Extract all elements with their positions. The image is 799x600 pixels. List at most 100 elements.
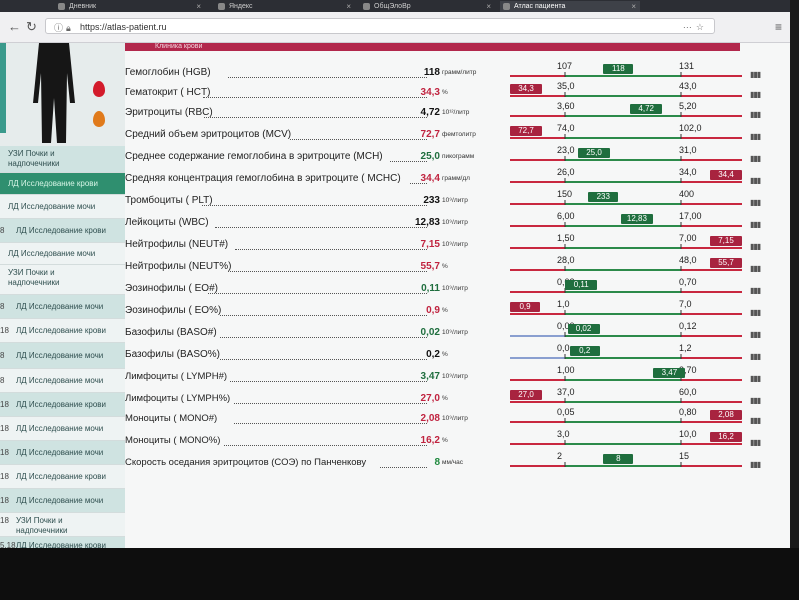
sidebar-item-label: ЛД Исследование мочи bbox=[16, 424, 104, 433]
sidebar-item[interactable]: УЗИ Почки и надпочечники bbox=[0, 146, 125, 173]
trend-chart-icon[interactable]: ▮▮▮ bbox=[750, 330, 761, 339]
leader-dots bbox=[390, 161, 427, 162]
range-min: 3,0 bbox=[557, 429, 570, 439]
analyte-value: 0,02 bbox=[420, 327, 440, 338]
url-text: https://atlas-patient.ru bbox=[80, 22, 167, 32]
info-icon[interactable]: ⓘ bbox=[54, 23, 64, 33]
analyte-value: 233 bbox=[423, 195, 440, 206]
analyte-value: 3,47 bbox=[420, 371, 440, 382]
sidebar-item[interactable]: 8 ЛД Исследование крови bbox=[0, 219, 125, 243]
analyte-value: 0,11 bbox=[421, 283, 440, 294]
trend-chart-icon[interactable]: ▮▮▮ bbox=[750, 154, 761, 163]
lab-results-panel: Клиника крови Гемоглобин (HGB) 118 грамм/л… bbox=[125, 43, 790, 548]
trend-chart-icon[interactable]: ▮▮▮ bbox=[750, 198, 761, 207]
tab-close-icon[interactable]: × bbox=[346, 2, 351, 11]
sidebar-item[interactable]: ЛД Исследование мочи bbox=[0, 195, 125, 219]
trend-chart-icon[interactable]: ▮▮▮ bbox=[750, 460, 761, 469]
analyte-unit: грамм/литр bbox=[442, 69, 477, 76]
leader-dots bbox=[410, 183, 427, 184]
monitor-bezel bbox=[0, 548, 799, 600]
trend-chart-icon[interactable]: ▮▮▮ bbox=[750, 438, 761, 447]
analyte-name: Средняя концентрация гемоглобина в эритр… bbox=[125, 173, 401, 184]
analyte-unit: % bbox=[442, 263, 448, 270]
range-max: 15 bbox=[679, 451, 690, 461]
trend-chart-icon[interactable]: ▮▮▮ bbox=[750, 110, 761, 119]
range-min: 1,0 bbox=[557, 299, 570, 309]
tab-close-icon[interactable]: × bbox=[196, 2, 201, 11]
analyte-value: 118 bbox=[423, 67, 440, 78]
leader-dots bbox=[220, 359, 427, 360]
value-marker: 72,7 bbox=[510, 126, 542, 136]
analyte-value: 0,9 bbox=[426, 305, 440, 316]
lock-icon: 🔒︎ bbox=[66, 23, 71, 33]
range-max: 0,70 bbox=[679, 277, 697, 287]
sidebar-item[interactable]: 18 ЛД Исследование крови bbox=[0, 319, 125, 343]
tab-favicon-icon bbox=[218, 3, 225, 10]
analyte-unit: 10⁹/литр bbox=[442, 415, 468, 422]
range-min: 0,00 bbox=[557, 321, 575, 331]
sidebar-item-label: УЗИ Почки и bbox=[8, 268, 55, 277]
fluid-drop-icon bbox=[93, 111, 105, 127]
trend-chart-icon[interactable]: ▮▮▮ bbox=[750, 176, 761, 185]
sidebar-item-label: УЗИ Почки и bbox=[8, 149, 55, 158]
sidebar-item[interactable]: УЗИ Почки и надпочечники bbox=[0, 265, 125, 295]
sidebar-item-label: ЛД Исследование мочи bbox=[8, 202, 96, 211]
tab-bar: Дневник × Яндекс × ОбщЭлоВр × Атлас пациента × bbox=[0, 0, 790, 12]
trend-chart-icon[interactable]: ▮▮▮ bbox=[750, 416, 761, 425]
trend-chart-icon[interactable]: ▮▮▮ bbox=[750, 242, 761, 251]
analyte-unit: мм/час bbox=[442, 459, 463, 466]
sidebar-item[interactable]: 18 ЛД Исследование мочи bbox=[0, 417, 125, 441]
trend-chart-icon[interactable]: ▮▮▮ bbox=[750, 352, 761, 361]
tab-close-icon[interactable]: × bbox=[486, 2, 491, 11]
analyte-value: 7,15 bbox=[420, 239, 440, 250]
browser-tab[interactable]: Дневник × bbox=[55, 1, 205, 12]
trend-chart-icon[interactable]: ▮▮▮ bbox=[750, 308, 761, 317]
browser-tab[interactable]: ОбщЭлоВр × bbox=[360, 1, 495, 12]
value-marker: 0,11 bbox=[565, 280, 598, 290]
page-actions-icons[interactable]: ⋯☆ bbox=[682, 22, 708, 32]
trend-chart-icon[interactable]: ▮▮▮ bbox=[750, 374, 761, 383]
sidebar-item[interactable]: 8 ЛД Исследование мочи bbox=[0, 295, 125, 319]
leader-dots bbox=[224, 445, 427, 446]
sidebar-item[interactable]: ЛД Исследование крови bbox=[0, 173, 125, 195]
analyte-name: Гематокрит ( HCT) bbox=[125, 87, 211, 98]
analyte-name: Среднее содержание гемоглобина в эритроц… bbox=[125, 151, 383, 162]
sidebar-item-label: УЗИ Почки и bbox=[16, 516, 63, 525]
sidebar-item[interactable]: ЛД Исследование мочи bbox=[0, 243, 125, 265]
sidebar-item[interactable]: 18 ЛД Исследование мочи bbox=[0, 489, 125, 513]
sidebar-item[interactable]: 5.18 ЛД Исследование крови bbox=[0, 537, 125, 548]
back-arrow-icon[interactable]: ← bbox=[8, 19, 21, 34]
value-marker: 118 bbox=[603, 64, 634, 74]
sidebar-item[interactable]: 8 ЛД Исследование мочи bbox=[0, 369, 125, 393]
trend-chart-icon[interactable]: ▮▮▮ bbox=[750, 396, 761, 405]
analyte-name: Нейтрофилы (NEUT#) bbox=[125, 239, 229, 250]
sidebar-item[interactable]: 18 УЗИ Почки и надпочечники bbox=[0, 513, 125, 537]
range-max: 34,0 bbox=[679, 167, 697, 177]
sidebar-item-label: ЛД Исследование крови bbox=[16, 326, 106, 335]
sidebar-item[interactable]: 8 ЛД Исследование мочи bbox=[0, 343, 125, 369]
value-marker: 233 bbox=[588, 192, 619, 202]
reload-icon[interactable]: ↻ bbox=[26, 19, 37, 34]
menu-icon[interactable]: ≡ bbox=[774, 20, 782, 34]
trend-chart-icon[interactable]: ▮▮▮ bbox=[750, 90, 761, 99]
range-min: 2 bbox=[557, 451, 563, 461]
analyte-name: Лейкоциты (WBC) bbox=[125, 217, 209, 228]
leader-dots bbox=[228, 271, 427, 272]
trend-chart-icon[interactable]: ▮▮▮ bbox=[750, 132, 761, 141]
blood-drop-icon bbox=[93, 81, 105, 97]
leader-dots bbox=[203, 97, 427, 98]
trend-chart-icon[interactable]: ▮▮▮ bbox=[750, 70, 761, 79]
sidebar-item[interactable]: 18 ЛД Исследование крови bbox=[0, 393, 125, 417]
browser-tab[interactable]: Яндекс × bbox=[215, 1, 355, 12]
range-max: 43,0 bbox=[679, 81, 697, 91]
trend-chart-icon[interactable]: ▮▮▮ bbox=[750, 264, 761, 273]
sidebar-item[interactable]: 18 ЛД Исследование мочи bbox=[0, 441, 125, 465]
sidebar-item[interactable]: 18 ЛД Исследование крови bbox=[0, 465, 125, 489]
trend-chart-icon[interactable]: ▮▮▮ bbox=[750, 286, 761, 295]
tab-close-icon[interactable]: × bbox=[631, 2, 636, 11]
sidebar-item-label-2: надпочечники bbox=[8, 278, 60, 287]
browser-tab[interactable]: Атлас пациента × bbox=[500, 1, 640, 12]
url-input[interactable]: ⓘ 🔒︎ https://atlas-patient.ru ⋯☆ bbox=[45, 18, 715, 34]
analyte-value: 25,0 bbox=[420, 151, 440, 162]
trend-chart-icon[interactable]: ▮▮▮ bbox=[750, 220, 761, 229]
